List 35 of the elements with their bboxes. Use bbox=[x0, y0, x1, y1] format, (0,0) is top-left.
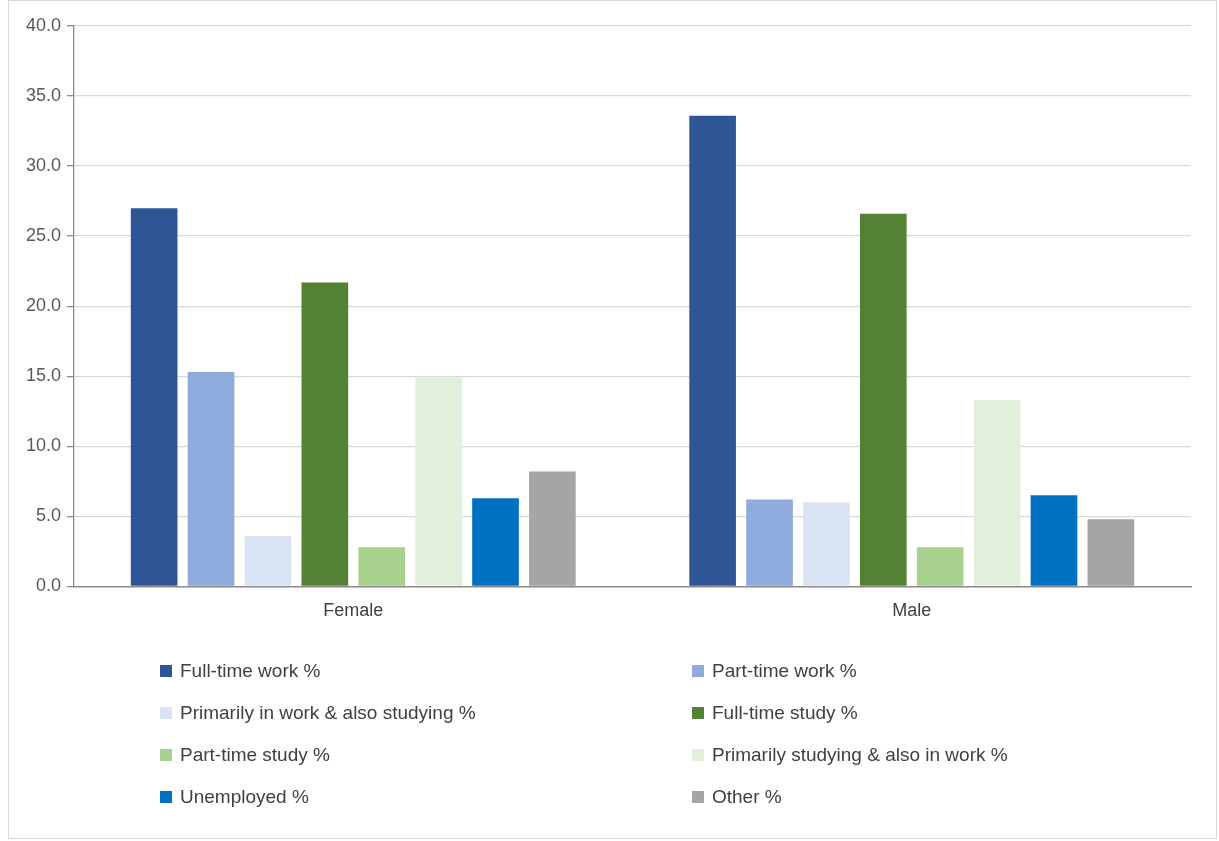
y-tick-label: 35.0 bbox=[25, 85, 62, 106]
legend-label: Other % bbox=[712, 786, 782, 808]
x-tick-label: Male bbox=[892, 600, 932, 621]
bar bbox=[859, 213, 907, 586]
x-tick-label: Female bbox=[323, 600, 384, 621]
y-tick-label: 30.0 bbox=[25, 155, 62, 176]
bar bbox=[130, 208, 178, 586]
bar bbox=[244, 535, 292, 586]
legend-label: Full-time work % bbox=[180, 660, 321, 682]
bar bbox=[973, 400, 1021, 586]
bar bbox=[803, 502, 850, 586]
bar bbox=[746, 499, 793, 586]
bar bbox=[415, 377, 462, 586]
y-tick-label: 5.0 bbox=[36, 505, 62, 526]
y-tick-label: 25.0 bbox=[25, 225, 62, 246]
y-tick-label: 15.0 bbox=[25, 365, 62, 386]
legend-label: Primarily studying & also in work % bbox=[712, 744, 1008, 766]
legend-label: Part-time study % bbox=[180, 744, 330, 766]
legend-label: Part-time work % bbox=[712, 660, 857, 682]
bar bbox=[689, 115, 736, 586]
bar bbox=[472, 498, 519, 586]
legend-label: Unemployed % bbox=[180, 786, 309, 808]
bar bbox=[1030, 495, 1078, 586]
legend-label: Primarily in work & also studying % bbox=[180, 702, 476, 724]
y-tick-label: 10.0 bbox=[25, 435, 62, 456]
bar bbox=[358, 547, 406, 586]
bar bbox=[301, 282, 349, 586]
y-tick-label: 0.0 bbox=[36, 575, 62, 596]
legend-label: Full-time study % bbox=[712, 702, 858, 724]
bar bbox=[529, 471, 576, 586]
bar bbox=[1087, 519, 1135, 586]
y-tick-label: 20.0 bbox=[25, 295, 62, 316]
bar bbox=[916, 547, 964, 586]
y-tick-label: 40.0 bbox=[25, 14, 62, 35]
bar bbox=[187, 372, 235, 586]
